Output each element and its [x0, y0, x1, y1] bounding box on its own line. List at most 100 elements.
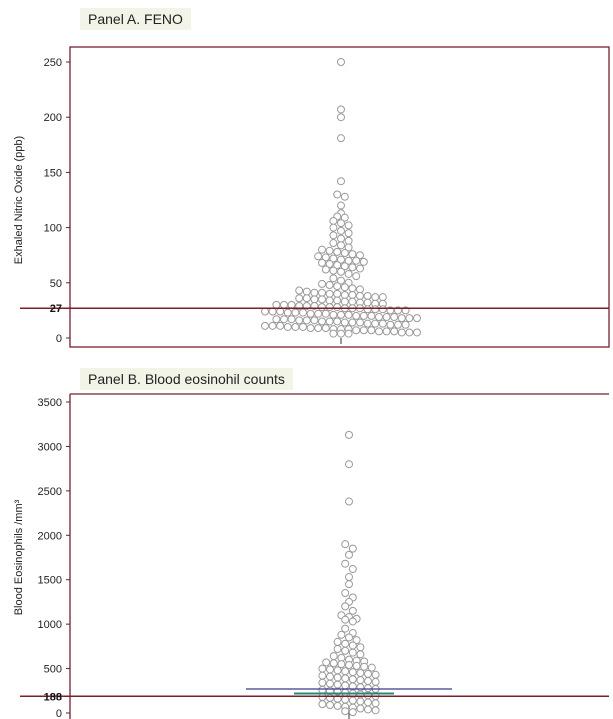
data-point — [299, 322, 307, 331]
data-point — [382, 313, 391, 322]
data-point — [314, 252, 323, 261]
data-point — [318, 664, 327, 673]
data-point — [356, 650, 365, 659]
panel-a-chart: 0 50 100 150 200 250 Exhaled Nitric Oxide (ppb… — [13, 46, 610, 348]
data-point — [325, 246, 334, 255]
data-point — [386, 320, 395, 329]
data-point — [302, 294, 311, 303]
data-point — [333, 282, 342, 291]
data-point — [337, 241, 345, 250]
y-axis-label: Blood Eosinophils /mm³ — [13, 499, 25, 615]
data-point — [333, 637, 342, 646]
y-tick-label: 150 — [44, 167, 62, 179]
data-point — [352, 272, 361, 281]
data-point — [352, 636, 361, 645]
data-point — [333, 701, 342, 710]
data-point — [363, 319, 372, 328]
y-tick-label: 3000 — [38, 441, 62, 453]
data-point — [340, 192, 349, 201]
data-point — [405, 328, 414, 337]
data-point — [325, 281, 334, 290]
data-point — [345, 460, 353, 469]
y-axis-label: Exhaled Nitric Oxide (ppb) — [13, 136, 25, 264]
data-point — [341, 559, 350, 568]
data-point — [333, 190, 342, 199]
data-point — [325, 260, 334, 269]
data-point — [333, 261, 342, 270]
reference-line-label: 188 — [44, 691, 62, 703]
data-point — [345, 633, 353, 642]
data-point — [329, 266, 338, 275]
y-tick-label: 100 — [44, 223, 62, 235]
data-point — [397, 328, 406, 337]
data-point — [348, 648, 357, 657]
data-point — [344, 329, 353, 338]
data-point — [345, 580, 353, 589]
data-point — [318, 258, 326, 267]
data-point — [318, 685, 327, 694]
data-point — [348, 641, 357, 650]
data-point — [413, 314, 421, 323]
data-point — [341, 695, 350, 704]
data-point — [359, 326, 368, 335]
data-point — [348, 318, 357, 327]
data-point — [344, 243, 353, 252]
data-point — [337, 226, 345, 235]
data-point — [333, 680, 342, 689]
data-point — [348, 606, 357, 615]
data-point — [345, 497, 353, 506]
data-point — [310, 316, 319, 325]
y-tick-label: 200 — [44, 112, 62, 124]
data-point — [340, 262, 349, 271]
data-point — [341, 602, 350, 611]
data-point — [356, 704, 365, 713]
data-point — [291, 322, 300, 331]
data-point — [287, 315, 296, 324]
y-tick-label: 2000 — [38, 530, 62, 542]
data-point — [341, 681, 350, 690]
data-point — [352, 311, 361, 320]
data-point — [337, 201, 345, 210]
data-point — [341, 667, 350, 676]
data-point — [371, 706, 380, 715]
data-point — [371, 670, 380, 679]
data-point — [340, 283, 349, 292]
data-point — [390, 313, 399, 322]
data-point — [371, 699, 380, 708]
data-point — [348, 708, 357, 717]
data-point — [321, 309, 330, 318]
data-point — [321, 265, 330, 274]
data-point — [356, 669, 365, 678]
data-point — [325, 317, 334, 326]
data-point — [378, 319, 387, 328]
y-tick-label: 500 — [44, 664, 62, 676]
data-point — [295, 294, 304, 303]
data-point — [367, 311, 376, 320]
data-point — [341, 639, 350, 648]
data-point — [352, 326, 361, 335]
data-point — [344, 229, 353, 238]
data-point — [364, 677, 372, 686]
data-point — [329, 223, 338, 232]
data-point — [390, 327, 399, 336]
data-point — [337, 660, 346, 669]
data-point — [326, 693, 334, 702]
data-point — [367, 326, 376, 335]
data-point — [333, 645, 342, 654]
data-point — [356, 697, 365, 706]
data-point — [333, 666, 342, 675]
data-point — [348, 617, 357, 626]
data-point — [345, 550, 353, 559]
data-point — [314, 309, 323, 318]
data-point — [375, 327, 383, 336]
data-point — [359, 311, 368, 320]
data-point — [337, 105, 345, 114]
data-point — [382, 327, 391, 336]
y-tick-label: 250 — [44, 57, 62, 69]
data-point — [337, 134, 345, 143]
data-point — [326, 665, 334, 674]
data-point — [280, 315, 288, 324]
data-point — [283, 308, 292, 317]
y-tick-label: 2500 — [38, 486, 62, 498]
data-point — [405, 314, 414, 323]
